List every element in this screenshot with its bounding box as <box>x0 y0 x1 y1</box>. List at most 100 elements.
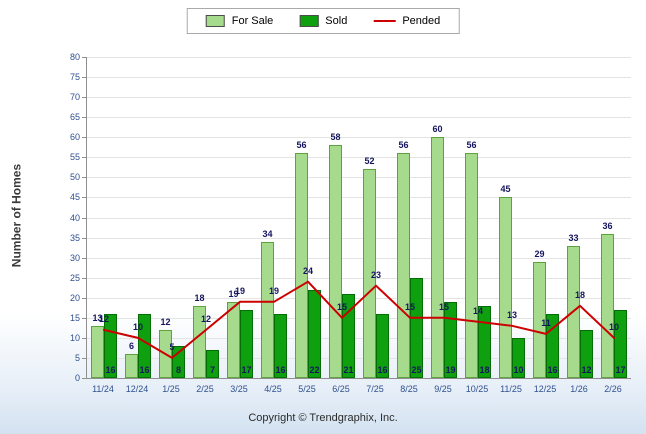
for-sale-value-label: 56 <box>466 140 477 151</box>
for-sale-value-label: 45 <box>500 184 511 195</box>
gridline <box>87 117 631 119</box>
gridline <box>87 297 631 299</box>
y-axis-tick <box>82 378 86 379</box>
pended-value-label: 14 <box>472 305 483 316</box>
x-axis-label: 10/25 <box>465 384 489 394</box>
gridline <box>87 77 631 79</box>
sold-value-label: 10 <box>513 365 524 375</box>
y-axis-tick <box>82 177 86 179</box>
y-axis-tick <box>82 137 86 139</box>
legend-label-sold: Sold <box>325 15 348 27</box>
gridline <box>87 217 631 219</box>
for-sale-value-label: 36 <box>602 220 613 231</box>
for-sale-swatch <box>205 15 225 27</box>
bar-for-sale <box>499 197 512 378</box>
y-axis-tick-label: 65 <box>69 112 80 123</box>
for-sale-value-label: 33 <box>568 232 579 243</box>
y-axis-tick <box>82 297 86 299</box>
x-axis-label: 11/25 <box>500 384 522 394</box>
for-sale-value-label: 13 <box>92 312 103 323</box>
sold-swatch <box>299 15 319 27</box>
y-axis-tick <box>82 317 86 319</box>
pended-value-label: 11 <box>541 317 551 328</box>
sold-value-label: 18 <box>479 365 490 375</box>
sold-value-label: 8 <box>175 365 181 375</box>
y-axis-tick-label: 75 <box>69 72 80 83</box>
x-axis-label: 1/25 <box>162 384 180 394</box>
y-axis-tick <box>82 337 86 339</box>
y-axis-tick <box>82 157 86 159</box>
y-axis-tick-label: 60 <box>69 132 80 143</box>
y-axis-tick-label: 70 <box>69 92 80 103</box>
bar-for-sale <box>465 153 478 378</box>
y-axis-tick-label: 5 <box>74 352 80 363</box>
x-axis-label: 6/25 <box>332 384 350 394</box>
copyright-text: Copyright © Trendgraphix, Inc. <box>248 412 398 424</box>
y-axis-tick-label: 15 <box>69 312 80 323</box>
sold-value-label: 16 <box>377 365 388 375</box>
y-axis-tick-label: 10 <box>69 332 80 343</box>
sold-value-label: 21 <box>343 365 354 375</box>
for-sale-value-label: 34 <box>262 228 273 239</box>
for-sale-value-label: 6 <box>128 340 134 351</box>
y-axis-tick <box>82 77 86 79</box>
for-sale-value-label: 60 <box>432 124 443 135</box>
y-axis-tick <box>82 97 86 99</box>
for-sale-value-label: 18 <box>194 292 205 303</box>
pended-value-label: 15 <box>336 301 347 312</box>
sold-value-label: 16 <box>275 365 286 375</box>
legend-item-pended: Pended <box>373 15 440 27</box>
y-axis-tick-label: 45 <box>69 192 80 203</box>
x-axis-label: 4/25 <box>264 384 282 394</box>
legend-item-sold: Sold <box>299 15 347 27</box>
y-axis-title: Number of Homes <box>9 163 24 268</box>
sold-value-label: 16 <box>547 365 558 375</box>
y-axis-tick <box>82 57 86 58</box>
y-axis-tick <box>82 217 86 219</box>
y-axis-tick <box>82 257 86 259</box>
y-axis-tick-label: 40 <box>69 212 80 223</box>
plot-area: 13 16 12 6 16 10 12 8 5 18 7 12 19 17 19 34 16 19 56 22 24 58… <box>86 57 631 379</box>
gridline <box>87 257 631 259</box>
bar-for-sale <box>329 145 342 378</box>
for-sale-value-label: 29 <box>534 248 545 259</box>
y-axis-tick <box>82 357 86 359</box>
gridline <box>87 97 631 99</box>
pended-value-label: 12 <box>98 313 109 324</box>
for-sale-value-label: 56 <box>296 140 307 151</box>
sold-value-label: 25 <box>411 365 422 375</box>
gridline <box>87 157 631 159</box>
sold-value-label: 7 <box>209 365 215 375</box>
legend-label-for-sale: For Sale <box>231 15 274 27</box>
gridline <box>87 177 631 179</box>
legend-label-pended: Pended <box>402 15 441 27</box>
x-axis-label: 1/26 <box>570 384 588 394</box>
bar-for-sale <box>397 153 410 378</box>
pended-value-label: 15 <box>438 301 449 312</box>
pended-value-label: 18 <box>574 289 585 300</box>
sold-value-label: 19 <box>445 365 456 375</box>
gridline <box>87 277 631 279</box>
for-sale-value-label: 52 <box>364 156 375 167</box>
y-axis-tick-label: 30 <box>69 252 80 263</box>
pended-value-label: 12 <box>200 313 211 324</box>
x-axis-label: 11/24 <box>92 384 114 394</box>
for-sale-value-label: 56 <box>398 140 409 151</box>
bar-for-sale <box>431 137 444 378</box>
x-axis-label: 8/25 <box>400 384 418 394</box>
x-axis-label: 9/25 <box>434 384 452 394</box>
for-sale-value-label: 58 <box>330 132 341 143</box>
bar-for-sale <box>601 233 614 378</box>
y-axis-tick-label: 0 <box>74 373 80 383</box>
x-axis-label: 5/25 <box>298 384 316 394</box>
for-sale-value-label: 12 <box>160 316 171 327</box>
y-axis-tick <box>82 237 86 239</box>
bar-for-sale <box>567 245 580 378</box>
y-axis-tick-label: 80 <box>69 52 80 62</box>
pended-value-label: 24 <box>302 265 313 276</box>
x-axis-label: 2/25 <box>196 384 214 394</box>
sold-value-label: 16 <box>105 365 116 375</box>
sold-value-label: 16 <box>139 365 150 375</box>
y-axis-tick <box>82 117 86 119</box>
